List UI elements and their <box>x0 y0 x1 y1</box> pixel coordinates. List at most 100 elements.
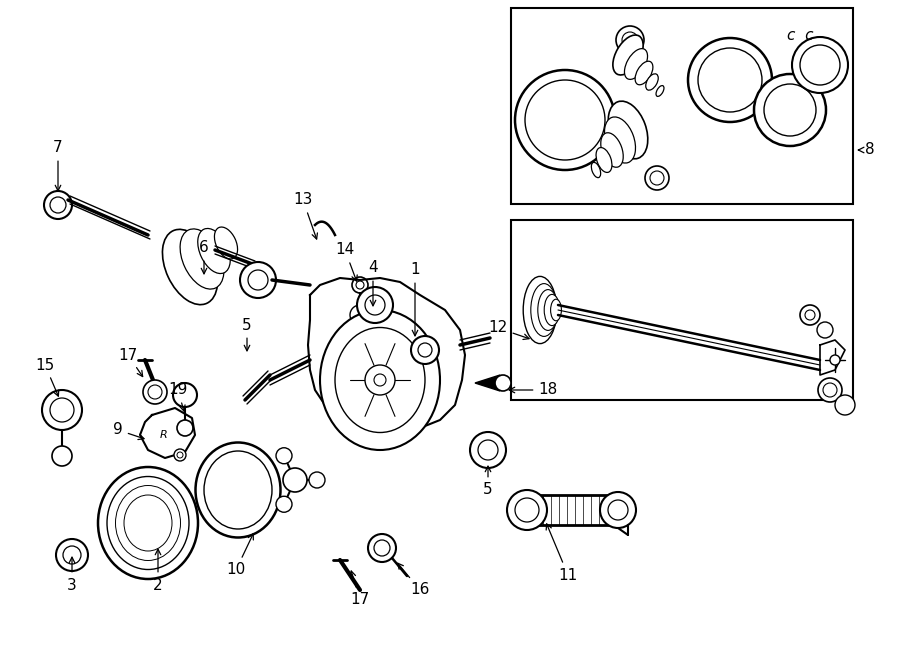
Circle shape <box>792 37 848 93</box>
Text: 9: 9 <box>113 422 144 440</box>
Circle shape <box>143 380 167 404</box>
Text: 14: 14 <box>336 243 357 281</box>
Circle shape <box>830 355 840 365</box>
Circle shape <box>374 374 386 386</box>
Polygon shape <box>475 375 500 391</box>
Text: 5: 5 <box>483 466 493 498</box>
Ellipse shape <box>635 61 652 85</box>
Ellipse shape <box>214 227 238 259</box>
Text: 6: 6 <box>199 241 209 274</box>
Circle shape <box>365 295 385 315</box>
Circle shape <box>698 48 762 112</box>
Ellipse shape <box>320 310 440 450</box>
Ellipse shape <box>608 101 648 159</box>
Circle shape <box>177 452 183 458</box>
Text: 12: 12 <box>489 321 529 340</box>
Text: 3: 3 <box>68 557 76 592</box>
Text: 4: 4 <box>368 260 378 306</box>
Ellipse shape <box>124 495 172 551</box>
Ellipse shape <box>523 276 557 344</box>
Circle shape <box>248 270 268 290</box>
Circle shape <box>764 84 816 136</box>
Circle shape <box>350 305 370 325</box>
Circle shape <box>507 490 547 530</box>
Ellipse shape <box>198 229 230 274</box>
Circle shape <box>52 446 72 466</box>
Circle shape <box>309 472 325 488</box>
Circle shape <box>50 197 66 213</box>
Circle shape <box>805 310 815 320</box>
Ellipse shape <box>538 290 558 330</box>
Ellipse shape <box>98 467 198 579</box>
Circle shape <box>495 375 511 391</box>
Circle shape <box>650 171 664 185</box>
Ellipse shape <box>596 147 612 173</box>
Circle shape <box>177 420 193 436</box>
Text: c  c: c c <box>787 28 814 42</box>
Circle shape <box>818 378 842 402</box>
Text: 2: 2 <box>153 549 163 592</box>
Circle shape <box>276 496 292 512</box>
Circle shape <box>148 385 162 399</box>
Ellipse shape <box>656 85 664 97</box>
Ellipse shape <box>601 133 623 167</box>
Text: 17: 17 <box>350 571 370 607</box>
Circle shape <box>688 38 772 122</box>
Ellipse shape <box>107 477 189 570</box>
Circle shape <box>50 398 74 422</box>
Ellipse shape <box>531 284 557 336</box>
Circle shape <box>608 500 628 520</box>
Ellipse shape <box>605 117 635 163</box>
Circle shape <box>515 498 539 522</box>
Text: 13: 13 <box>293 192 318 239</box>
Circle shape <box>478 440 498 460</box>
Circle shape <box>173 383 197 407</box>
Text: R: R <box>160 430 168 440</box>
Circle shape <box>56 539 88 571</box>
Circle shape <box>374 540 390 556</box>
Ellipse shape <box>195 442 281 537</box>
Circle shape <box>42 390 82 430</box>
Circle shape <box>356 281 364 289</box>
Ellipse shape <box>613 35 644 75</box>
Ellipse shape <box>646 74 658 90</box>
Text: 16: 16 <box>398 563 429 598</box>
Circle shape <box>817 322 833 338</box>
Text: 1: 1 <box>410 262 419 336</box>
Circle shape <box>357 287 393 323</box>
Circle shape <box>525 80 605 160</box>
Ellipse shape <box>544 294 560 326</box>
Circle shape <box>418 343 432 357</box>
Ellipse shape <box>163 229 218 305</box>
Text: 18: 18 <box>509 383 558 397</box>
Circle shape <box>411 336 439 364</box>
Circle shape <box>174 449 186 461</box>
Ellipse shape <box>551 299 562 321</box>
Circle shape <box>240 262 276 298</box>
Ellipse shape <box>335 327 425 432</box>
Circle shape <box>622 32 638 48</box>
Text: 10: 10 <box>227 534 253 578</box>
Circle shape <box>823 383 837 397</box>
Ellipse shape <box>115 485 181 561</box>
Circle shape <box>352 277 368 293</box>
Text: 19: 19 <box>168 383 188 411</box>
Circle shape <box>283 468 307 492</box>
Circle shape <box>600 492 636 528</box>
Ellipse shape <box>625 49 647 79</box>
Ellipse shape <box>204 451 272 529</box>
Circle shape <box>44 191 72 219</box>
Ellipse shape <box>180 229 224 289</box>
Text: 7: 7 <box>53 141 63 191</box>
Circle shape <box>63 546 81 564</box>
Circle shape <box>835 395 855 415</box>
Circle shape <box>616 26 644 54</box>
Circle shape <box>645 166 669 190</box>
Text: 8: 8 <box>859 143 875 157</box>
Text: 5: 5 <box>242 317 252 351</box>
Bar <box>511 8 853 204</box>
Text: 15: 15 <box>35 358 58 396</box>
Circle shape <box>365 365 395 395</box>
Circle shape <box>470 432 506 468</box>
Circle shape <box>800 305 820 325</box>
